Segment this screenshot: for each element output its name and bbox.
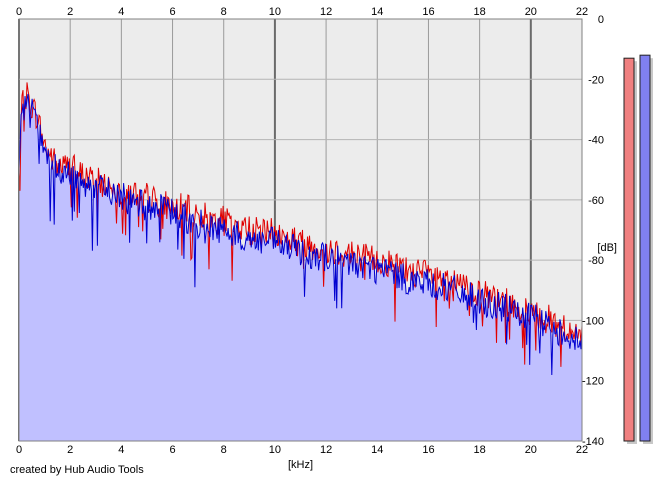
x-tick-label-bottom: 0: [16, 444, 22, 456]
y-tick-label: -100: [582, 315, 604, 327]
y-tick-label: -40: [588, 135, 604, 147]
y-axis-label: [dB]: [597, 242, 617, 254]
x-tick-label-bottom: 20: [525, 444, 537, 456]
y-ticks: 0 -20 -40 -60 -80 -100 -120 -140: [582, 14, 604, 448]
x-tick-label-top: 20: [525, 6, 537, 18]
x-tick-label-top: 4: [118, 6, 124, 18]
x-tick-label-top: 18: [474, 6, 486, 18]
level-meters: [623, 54, 653, 445]
level-meter-bar: [623, 57, 635, 442]
x-tick-label-bottom: 4: [118, 444, 124, 456]
spectrum-series: [18, 82, 583, 376]
x-tick-label-top: 12: [320, 6, 332, 18]
y-tick-label: -80: [588, 255, 604, 267]
credit-text: created by Hub Audio Tools: [10, 464, 144, 476]
x-ticks-bottom: 0 2 4 6 8 10 12 14 16 18 20 22: [16, 444, 588, 456]
x-tick-label-top: 6: [169, 6, 175, 18]
x-tick-label-top: 8: [221, 6, 227, 18]
x-axis-label: [kHz]: [288, 459, 313, 471]
x-tick-label-top: 10: [269, 6, 281, 18]
x-tick-label-bottom: 18: [474, 444, 486, 456]
x-tick-label-bottom: 22: [576, 444, 588, 456]
x-tick-label-top: 22: [576, 6, 588, 18]
y-tick-label: 0: [598, 14, 604, 26]
y-tick-label: -120: [582, 376, 604, 388]
spectrum-area: [19, 93, 582, 442]
x-tick-label-top: 16: [422, 6, 434, 18]
plot-frame: [18, 18, 583, 442]
spectrum-fill: [19, 93, 582, 442]
level-meter-bar: [639, 54, 651, 442]
x-tick-label-top: 14: [371, 6, 383, 18]
x-tick-label-bottom: 6: [169, 444, 175, 456]
x-ticks-top: 0 2 4 6 8 10 12 14 16 18 20 22: [16, 6, 588, 18]
y-tick-label: -140: [582, 436, 604, 448]
x-tick-label-bottom: 8: [221, 444, 227, 456]
x-tick-label-bottom: 16: [422, 444, 434, 456]
x-tick-label-top: 0: [16, 6, 22, 18]
y-tick-label: -60: [588, 195, 604, 207]
x-tick-label-bottom: 12: [320, 444, 332, 456]
x-tick-label-bottom: 10: [269, 444, 281, 456]
series-line-blue: [18, 93, 583, 376]
x-tick-label-top: 2: [67, 6, 73, 18]
x-tick-label-bottom: 2: [67, 444, 73, 456]
y-tick-label: -20: [588, 74, 604, 86]
x-tick-label-bottom: 14: [371, 444, 383, 456]
